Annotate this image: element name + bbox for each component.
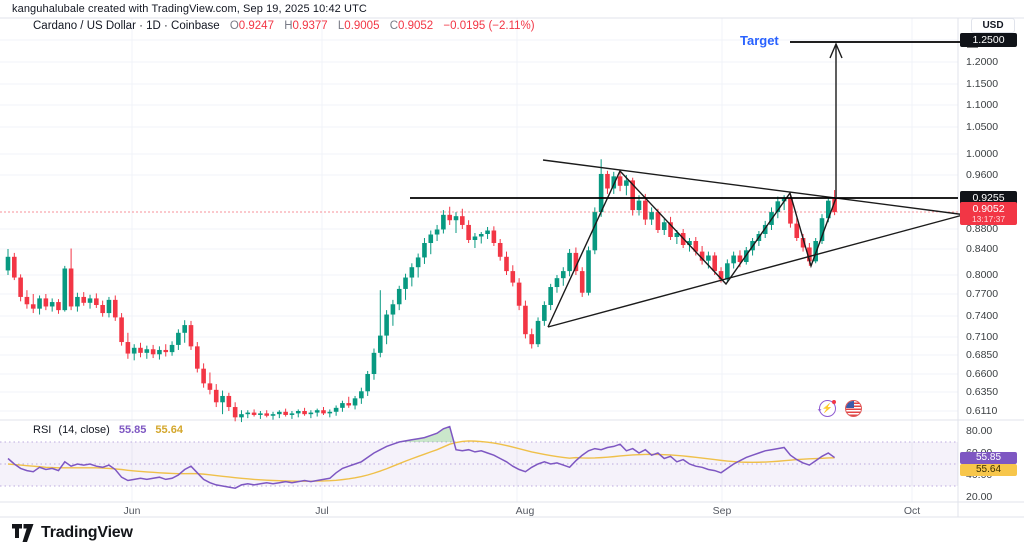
symbol-legend[interactable]: Cardano / US Dollar · 1D · Coinbase O0.9… bbox=[33, 20, 535, 32]
price-tick-label: 20.00 bbox=[966, 491, 993, 503]
last-price-value: 0.9052 bbox=[972, 203, 1005, 215]
price-tick-label: 0.8800 bbox=[966, 223, 999, 235]
price-tick-label: 0.6350 bbox=[966, 386, 999, 398]
price-tick-label: 80.00 bbox=[966, 425, 993, 437]
high-value: 0.9377 bbox=[292, 20, 328, 32]
price-tick-label: 1.1000 bbox=[966, 99, 999, 111]
pane-frame bbox=[0, 17, 1024, 518]
tradingview-footer-logo[interactable]: TradingView bbox=[12, 524, 133, 542]
lower-trendline-drawing[interactable] bbox=[547, 211, 975, 328]
low-label: L bbox=[337, 20, 345, 32]
rsi-pane[interactable] bbox=[0, 425, 958, 489]
attribution-title: kanguhalubale created with TradingView.c… bbox=[12, 3, 367, 15]
price-tick-label: 0.8000 bbox=[966, 269, 999, 281]
price-tick-label: 0.8400 bbox=[966, 243, 999, 255]
flag-canton bbox=[846, 401, 854, 408]
target-price-badge: 1.2500 bbox=[960, 33, 1017, 47]
drawings-layer[interactable] bbox=[410, 36, 978, 328]
month-tick-label: Aug bbox=[515, 505, 535, 517]
rsi-indicator-legend[interactable]: RSI (14, close) 55.85 55.64 bbox=[33, 424, 183, 436]
us-flag-icon bbox=[845, 400, 862, 417]
month-tick-label: Jun bbox=[123, 505, 141, 517]
rsi-line bbox=[7, 425, 836, 489]
currency-toggle[interactable]: USD bbox=[971, 18, 1015, 33]
tradingview-wordmark: TradingView bbox=[41, 524, 133, 541]
open-value: 0.9247 bbox=[238, 20, 274, 32]
close-label: C bbox=[389, 20, 398, 32]
price-tick-label: 1.1500 bbox=[966, 78, 999, 90]
tradingview-glyph-icon bbox=[12, 524, 34, 542]
sparkle-icon: ✦ bbox=[817, 408, 823, 414]
price-tick-label: 0.6600 bbox=[966, 368, 999, 380]
resistance-price-badge: 0.9255 bbox=[960, 191, 1017, 205]
rsi-ma-line bbox=[7, 440, 835, 482]
price-tick-label: 0.7400 bbox=[966, 310, 999, 322]
price-tick-label: 0.6850 bbox=[966, 349, 999, 361]
month-tick-label: Sep bbox=[712, 505, 732, 517]
target-annotation-label[interactable]: Target bbox=[740, 33, 779, 48]
month-tick-label: Jul bbox=[315, 505, 329, 517]
rsi-value: 55.85 bbox=[118, 424, 147, 436]
open-label: O bbox=[229, 20, 239, 32]
price-tick-label: 1.2000 bbox=[966, 56, 999, 68]
upper-trendline-drawing[interactable] bbox=[542, 159, 975, 217]
rsi-title: RSI bbox=[33, 424, 52, 436]
rsi-ma-value: 55.64 bbox=[155, 424, 183, 436]
price-tick-label: 0.6110 bbox=[966, 405, 998, 417]
close-value: 0.9052 bbox=[398, 20, 434, 32]
arrow-head bbox=[829, 42, 843, 59]
month-tick-label: Oct bbox=[903, 505, 921, 517]
grid-layer bbox=[0, 18, 958, 502]
cardano-logo-icon: ⚡ ✦ bbox=[817, 400, 836, 417]
rsi-overbought-fill bbox=[399, 426, 454, 442]
price-tick-label: 0.7700 bbox=[966, 288, 999, 300]
high-label: H bbox=[284, 20, 293, 32]
price-tick-label: 1.0500 bbox=[966, 121, 999, 133]
bolt-icon: ⚡ bbox=[821, 403, 834, 413]
rsi-params: (14, close) bbox=[58, 424, 110, 436]
low-value: 0.9005 bbox=[344, 20, 380, 32]
price-tick-label: 1.0000 bbox=[966, 148, 999, 160]
rsi-ma-axis-badge: 55.64 bbox=[960, 464, 1017, 476]
bar-countdown: 13:17:37 bbox=[971, 214, 1006, 224]
price-tick-label: 0.9600 bbox=[966, 169, 999, 181]
symbol-name[interactable]: Cardano / US Dollar · 1D · Coinbase bbox=[33, 20, 220, 32]
last-price-badge: 0.9052 13:17:37 bbox=[960, 202, 1017, 225]
rsi-axis-badge: 55.85 bbox=[960, 452, 1017, 464]
price-tick-label: 0.7100 bbox=[966, 331, 999, 343]
notification-dot bbox=[832, 400, 836, 404]
change-value: −0.0195 (−2.11%) bbox=[443, 20, 535, 32]
